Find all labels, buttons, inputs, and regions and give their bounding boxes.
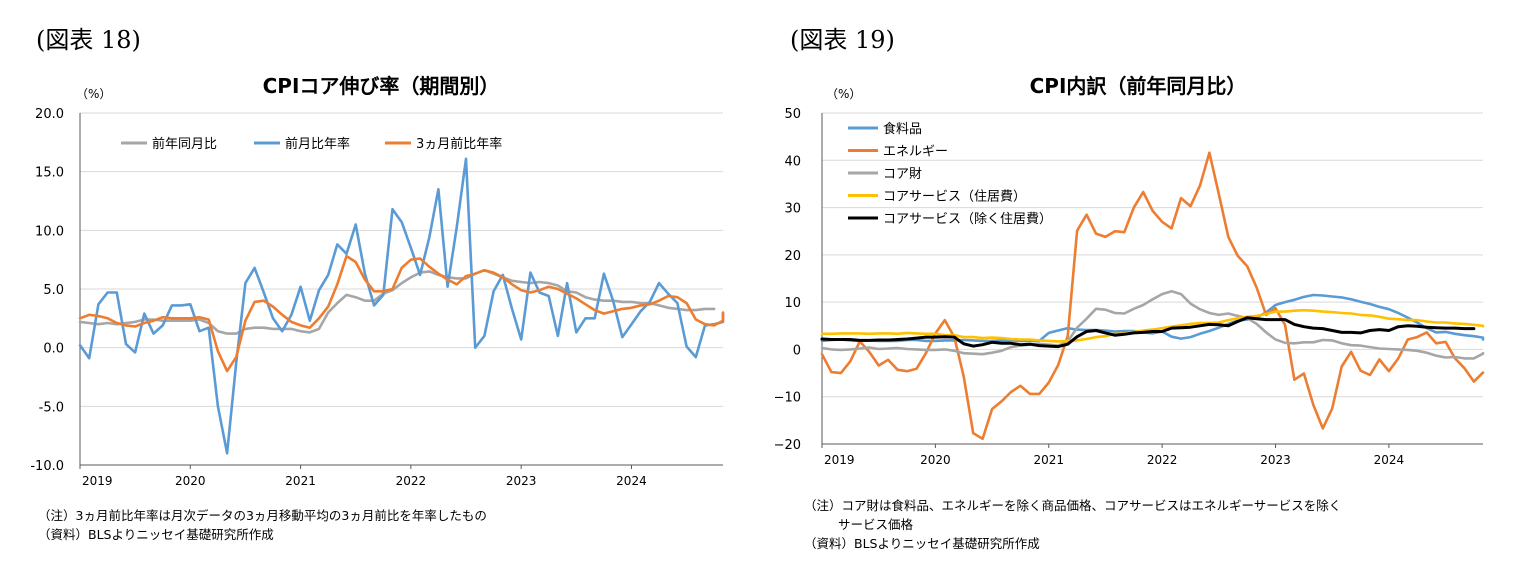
y-tick-label: 20.0	[35, 107, 64, 122]
y-tick-label: 20	[784, 249, 801, 264]
y-tick-label: 50	[784, 107, 801, 122]
y-tick-label: 30	[784, 202, 801, 217]
y-tick-label: 10.0	[35, 224, 64, 239]
series-line	[820, 151, 1485, 441]
figure-label-19: (図表 19)	[790, 26, 895, 54]
legend-label: コアサービス（住居費）	[883, 190, 1026, 205]
series-line	[78, 268, 716, 335]
x-tick-label: 2024	[616, 474, 647, 488]
y-tick-label: 15.0	[35, 166, 64, 181]
x-tick-label: 2021	[285, 474, 316, 488]
note-19-line-2: サービス価格	[838, 517, 914, 532]
x-tick-label: 2023	[1260, 453, 1291, 467]
legend-label: 前月比年率	[285, 136, 350, 152]
y-tick-label: -10.0	[30, 459, 64, 474]
legend-label: コア財	[883, 167, 922, 182]
legend-label: 3ヵ月前比年率	[416, 136, 502, 152]
x-tick-label: 2020	[175, 474, 206, 488]
y-tick-label: 10	[784, 296, 801, 311]
note-18-line-2: （資料）BLSよりニッセイ基礎研究所作成	[38, 527, 274, 542]
note-19-line-3: （資料）BLSよりニッセイ基礎研究所作成	[804, 536, 1040, 551]
legend-label: 食料品	[883, 121, 922, 137]
series-line	[820, 289, 1485, 360]
x-tick-label: 2023	[506, 474, 537, 488]
y-tick-label: 40	[784, 154, 801, 169]
figure-label-18: (図表 18)	[36, 26, 141, 54]
unit-label: （%）	[826, 87, 861, 101]
y-tick-label: −20	[774, 438, 801, 453]
unit-label: （%）	[76, 87, 111, 101]
x-tick-label: 2020	[920, 453, 951, 467]
x-tick-label: 2024	[1374, 453, 1405, 467]
x-tick-label: 2022	[396, 474, 427, 488]
note-block-19: （注）コア財は食料品、エネルギーを除く商品価格、コアサービスはエネルギーサービス…	[804, 496, 1341, 553]
x-tick-label: 2022	[1147, 453, 1178, 467]
y-tick-label: 0	[793, 343, 801, 358]
x-tick-label: 2021	[1033, 453, 1064, 467]
note-block-18: （注）3ヵ月前比年率は月次データの3ヵ月移動平均の3ヵ月前比を年率したもの （資…	[38, 506, 487, 544]
y-tick-label: −10	[774, 391, 801, 406]
chart-title: CPIコア伸び率（期間別）	[263, 74, 500, 98]
x-tick-label: 2019	[824, 453, 855, 467]
series-line	[820, 316, 1476, 349]
note-18-line-1: （注）3ヵ月前比年率は月次データの3ヵ月移動平均の3ヵ月前比を年率したもの	[38, 508, 487, 523]
series-line	[78, 157, 725, 455]
y-tick-label: -5.0	[39, 400, 64, 415]
legend-label: 前年同月比	[152, 136, 217, 152]
y-tick-label: 5.0	[43, 283, 64, 298]
series-line	[820, 308, 1485, 343]
series-line	[820, 293, 1485, 343]
x-tick-label: 2019	[82, 474, 113, 488]
legend-label: エネルギー	[883, 145, 948, 160]
y-tick-label: 0.0	[43, 342, 64, 357]
chart-title: CPI内訳（前年同月比）	[1030, 74, 1247, 98]
note-19-line-1: （注）コア財は食料品、エネルギーを除く商品価格、コアサービスはエネルギーサービス…	[804, 498, 1342, 513]
series-line	[78, 254, 725, 373]
legend-label: コアサービス（除く住居費）	[883, 212, 1052, 227]
